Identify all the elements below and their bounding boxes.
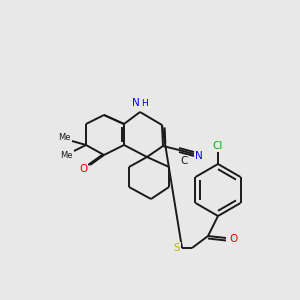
Text: O: O xyxy=(229,234,237,244)
Text: Me: Me xyxy=(58,133,70,142)
Text: N: N xyxy=(195,151,203,161)
Text: H: H xyxy=(141,98,147,107)
Text: O: O xyxy=(79,164,87,174)
Text: S: S xyxy=(174,243,180,253)
Text: C: C xyxy=(180,156,188,166)
Text: N: N xyxy=(132,98,140,108)
Text: Cl: Cl xyxy=(213,141,223,151)
Text: Me: Me xyxy=(60,151,72,160)
